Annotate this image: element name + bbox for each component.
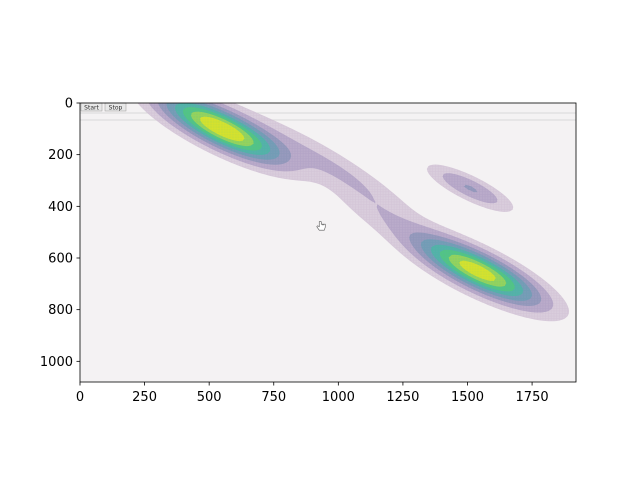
screenshot-background bbox=[80, 103, 576, 382]
x-tick-label: 1500 bbox=[451, 390, 484, 405]
density-contours bbox=[137, 103, 570, 322]
hand-pointer-icon bbox=[316, 221, 326, 231]
y-tick-label: 400 bbox=[48, 200, 73, 215]
contour-level-8 bbox=[199, 116, 496, 281]
hand-pointer-glyph bbox=[316, 221, 326, 231]
x-tick-label: 1250 bbox=[386, 390, 419, 405]
y-axis: 0 200 400 600 800 1000 bbox=[40, 97, 80, 370]
background-screenshot: Start Stop bbox=[80, 102, 576, 382]
x-tick-label: 500 bbox=[197, 390, 222, 405]
y-tick-label: 600 bbox=[48, 252, 73, 267]
stop-button-label: Stop bbox=[109, 104, 123, 111]
start-button-label: Start bbox=[84, 104, 99, 111]
x-tick-label: 750 bbox=[261, 390, 286, 405]
plot-frame bbox=[79, 102, 577, 383]
x-tick-label: 1750 bbox=[516, 390, 549, 405]
y-tick-label: 1000 bbox=[40, 355, 73, 370]
x-axis: 0 250 500 750 1000 1250 1500 1750 bbox=[76, 382, 549, 405]
y-tick-label: 0 bbox=[65, 97, 73, 112]
x-tick-label: 1000 bbox=[322, 390, 355, 405]
x-tick-label: 250 bbox=[132, 390, 157, 405]
y-tick-label: 800 bbox=[48, 303, 73, 318]
y-tick-label: 200 bbox=[48, 148, 73, 163]
x-tick-label: 0 bbox=[76, 390, 84, 405]
